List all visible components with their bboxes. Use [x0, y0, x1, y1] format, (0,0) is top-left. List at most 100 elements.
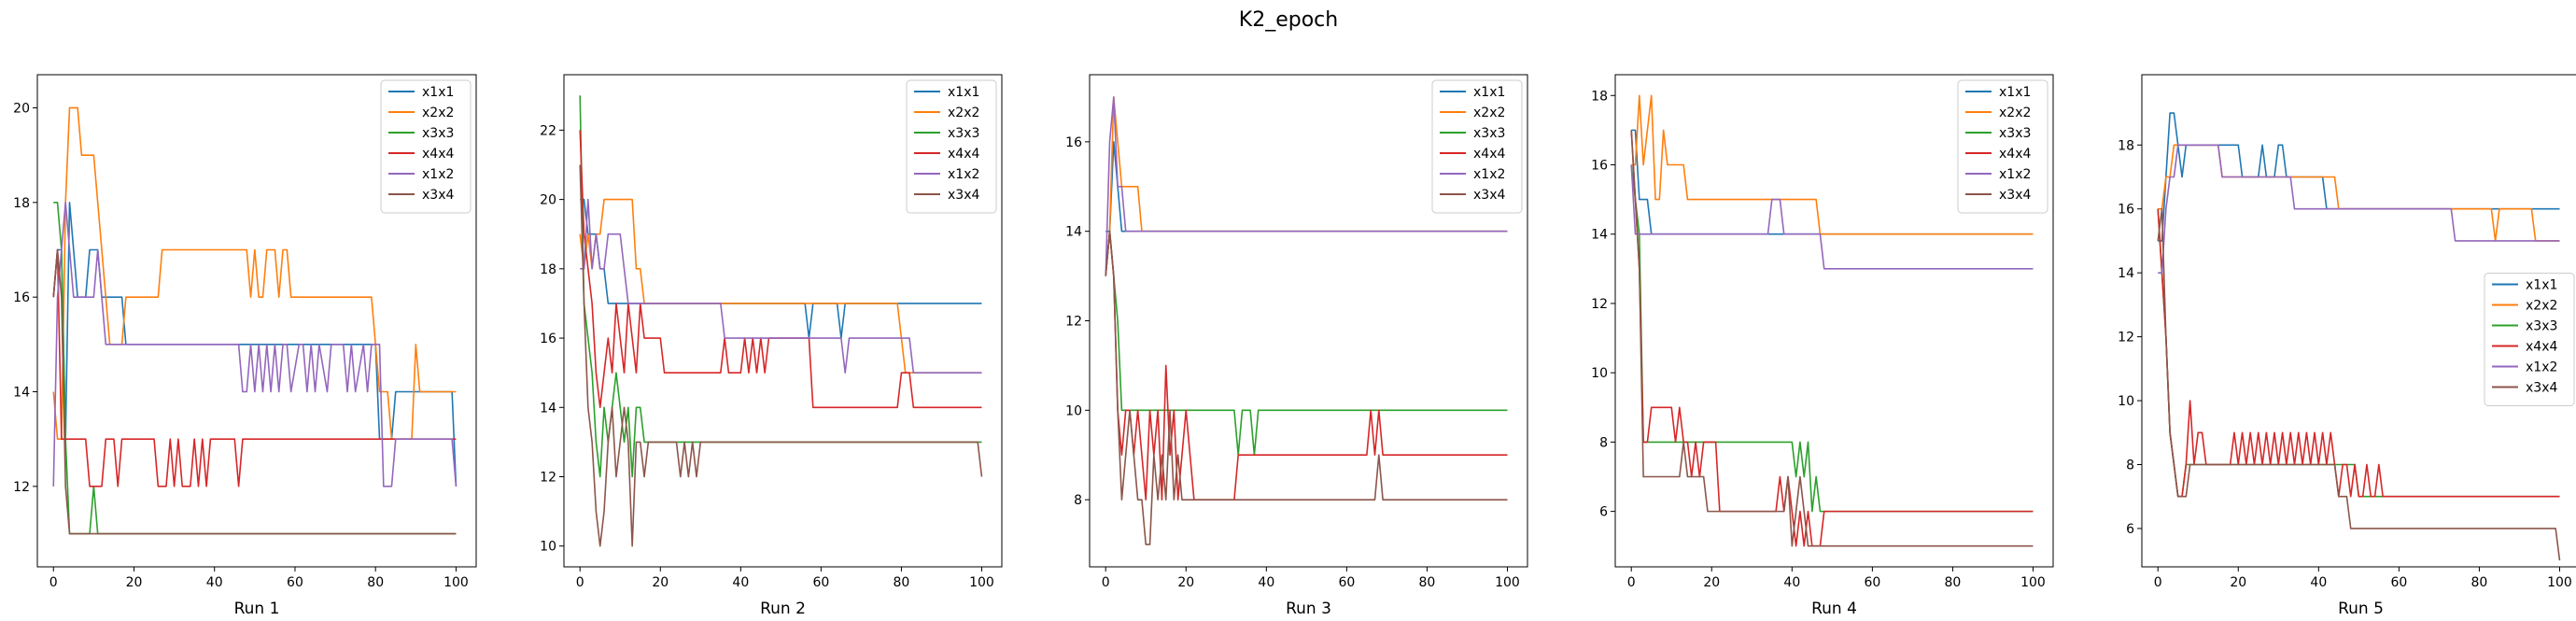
legend-label-x4x4: x4x4	[2526, 340, 2557, 355]
legend-label-x3x3: x3x3	[948, 126, 979, 141]
y-tick-label: 12	[13, 480, 30, 495]
series-line-x1x2	[2158, 144, 2560, 274]
legend-label-x1x1: x1x1	[422, 85, 454, 100]
x-tick-label: 40	[2310, 575, 2327, 590]
series-line-x2x2	[579, 198, 982, 374]
series-line-x3x3	[579, 95, 982, 478]
legend: x1x1 x2x2 x3x3 x4x4 x1x2 x3x4	[2484, 273, 2575, 406]
y-tick-label: 16	[540, 332, 556, 346]
subplot-4: 0 20 40 60 80 100 6 8 10 12 14 16 18 Run 4 x1x1 x2x2 x3x…	[1591, 74, 2054, 618]
axes-frame	[563, 74, 1003, 568]
legend-box	[380, 79, 472, 214]
y-tick-label: 10	[540, 540, 556, 555]
x-tick-label: 80	[2471, 575, 2488, 590]
y-tick-label: 16	[2118, 203, 2134, 218]
x-tick-label: 0	[1627, 575, 1636, 590]
x-axis-label: Run 4	[1811, 600, 1857, 618]
plot-area	[579, 95, 983, 547]
legend-label-x4x4: x4x4	[1473, 147, 1505, 162]
legend-label-x3x4: x3x4	[1473, 188, 1505, 203]
x-tick-label: 100	[443, 575, 469, 590]
series-line-x4x4	[1105, 230, 1508, 501]
x-tick-label: 100	[1495, 575, 1520, 590]
legend-label-x3x4: x3x4	[1999, 188, 2031, 203]
y-tick-label: 10	[1591, 366, 1608, 381]
legend-label-x3x4: x3x4	[422, 188, 454, 203]
series-line-x1x2	[580, 198, 982, 374]
legend: x1x1 x2x2 x3x3 x4x4 x1x2 x3x4	[906, 79, 997, 214]
y-tick-label: 12	[540, 471, 556, 486]
legend-label-x2x2: x2x2	[948, 106, 979, 120]
x-tick-label: 40	[1783, 575, 1800, 590]
x-tick-label: 20	[2230, 575, 2246, 590]
y-tick-label: 12	[1591, 297, 1608, 312]
x-tick-label: 60	[1338, 575, 1355, 590]
series-line-x3x3	[1630, 164, 2034, 513]
x-axis-label: Run 1	[234, 600, 280, 618]
subplot-5: 0 20 40 60 80 100 6 8 10 12 14 16 18 Run 5 x1x1 x2x2 x3x…	[2118, 74, 2576, 618]
y-tick-label: 22	[540, 123, 556, 138]
series-line-x2x2	[1105, 96, 1508, 276]
series-line-x1x2	[1105, 96, 1508, 276]
legend-box	[1431, 79, 1523, 214]
x-tick-label: 0	[49, 575, 58, 590]
y-tick-label: 16	[13, 290, 30, 305]
x-axis-label: Run 3	[1286, 600, 1331, 618]
legend-label-x2x2: x2x2	[422, 106, 454, 120]
series-line-x3x4	[2157, 207, 2561, 561]
series-line-x4x4	[1630, 130, 2034, 547]
x-tick-label: 100	[2547, 575, 2572, 590]
y-tick-label: 14	[1065, 225, 1082, 240]
x-tick-label: 20	[652, 575, 669, 590]
x-tick-label: 100	[2020, 575, 2046, 590]
series-line-x4x4	[52, 248, 457, 487]
x-tick-label: 40	[1258, 575, 1274, 590]
legend: x1x1 x2x2 x3x3 x4x4 x1x2 x3x4	[1431, 79, 1523, 214]
y-tick-label: 10	[1065, 403, 1082, 418]
legend-label-x1x1: x1x1	[2526, 278, 2557, 293]
y-tick-label: 18	[540, 262, 556, 277]
y-tick-label: 20	[540, 193, 556, 208]
plot-area	[1630, 94, 2034, 547]
legend-label-x3x3: x3x3	[422, 126, 454, 141]
legend-label-x3x3: x3x3	[2526, 319, 2557, 334]
legend-label-x1x2: x1x2	[2526, 360, 2557, 375]
x-axis-label: Run 5	[2338, 600, 2384, 618]
x-axis-label: Run 2	[760, 600, 806, 618]
x-tick-label: 80	[894, 575, 910, 590]
legend-label-x4x4: x4x4	[948, 147, 979, 162]
y-tick-label: 14	[1591, 228, 1608, 243]
legend-label-x1x2: x1x2	[948, 167, 979, 182]
x-tick-label: 0	[2154, 575, 2162, 590]
plot-area	[52, 106, 457, 535]
x-tick-label: 100	[969, 575, 994, 590]
plot-area	[1105, 96, 1508, 545]
legend-label-x4x4: x4x4	[422, 147, 454, 162]
legend: x1x1 x2x2 x3x3 x4x4 x1x2 x3x4	[380, 79, 472, 214]
y-tick-label: 14	[2118, 266, 2134, 281]
plot-area	[2157, 112, 2561, 561]
axes-frame	[2141, 74, 2576, 568]
x-tick-label: 80	[367, 575, 384, 590]
axes-frame	[36, 74, 477, 568]
legend-box	[906, 79, 997, 214]
y-tick-label: 20	[13, 101, 30, 116]
subplot-3: 0 20 40 60 80 100 8 10 12 14 16 Run 3 x1x1 x2x2 x3x3 x4…	[1065, 74, 1528, 618]
y-tick-label: 6	[1599, 505, 1608, 520]
y-tick-label: 8	[2126, 458, 2134, 473]
y-tick-label: 16	[1591, 158, 1608, 173]
y-tick-label: 18	[1591, 89, 1608, 104]
x-tick-label: 60	[1864, 575, 1880, 590]
series-line-x3x4	[1630, 130, 2034, 547]
x-tick-label: 80	[1945, 575, 1962, 590]
legend-label-x4x4: x4x4	[1999, 147, 2031, 162]
x-tick-label: 60	[287, 575, 303, 590]
x-tick-label: 20	[1177, 575, 1194, 590]
series-line-x1x1	[2158, 112, 2560, 242]
x-tick-label: 20	[126, 575, 143, 590]
y-tick-label: 18	[13, 196, 30, 211]
legend-box	[2484, 273, 2575, 406]
y-tick-label: 14	[13, 386, 30, 401]
